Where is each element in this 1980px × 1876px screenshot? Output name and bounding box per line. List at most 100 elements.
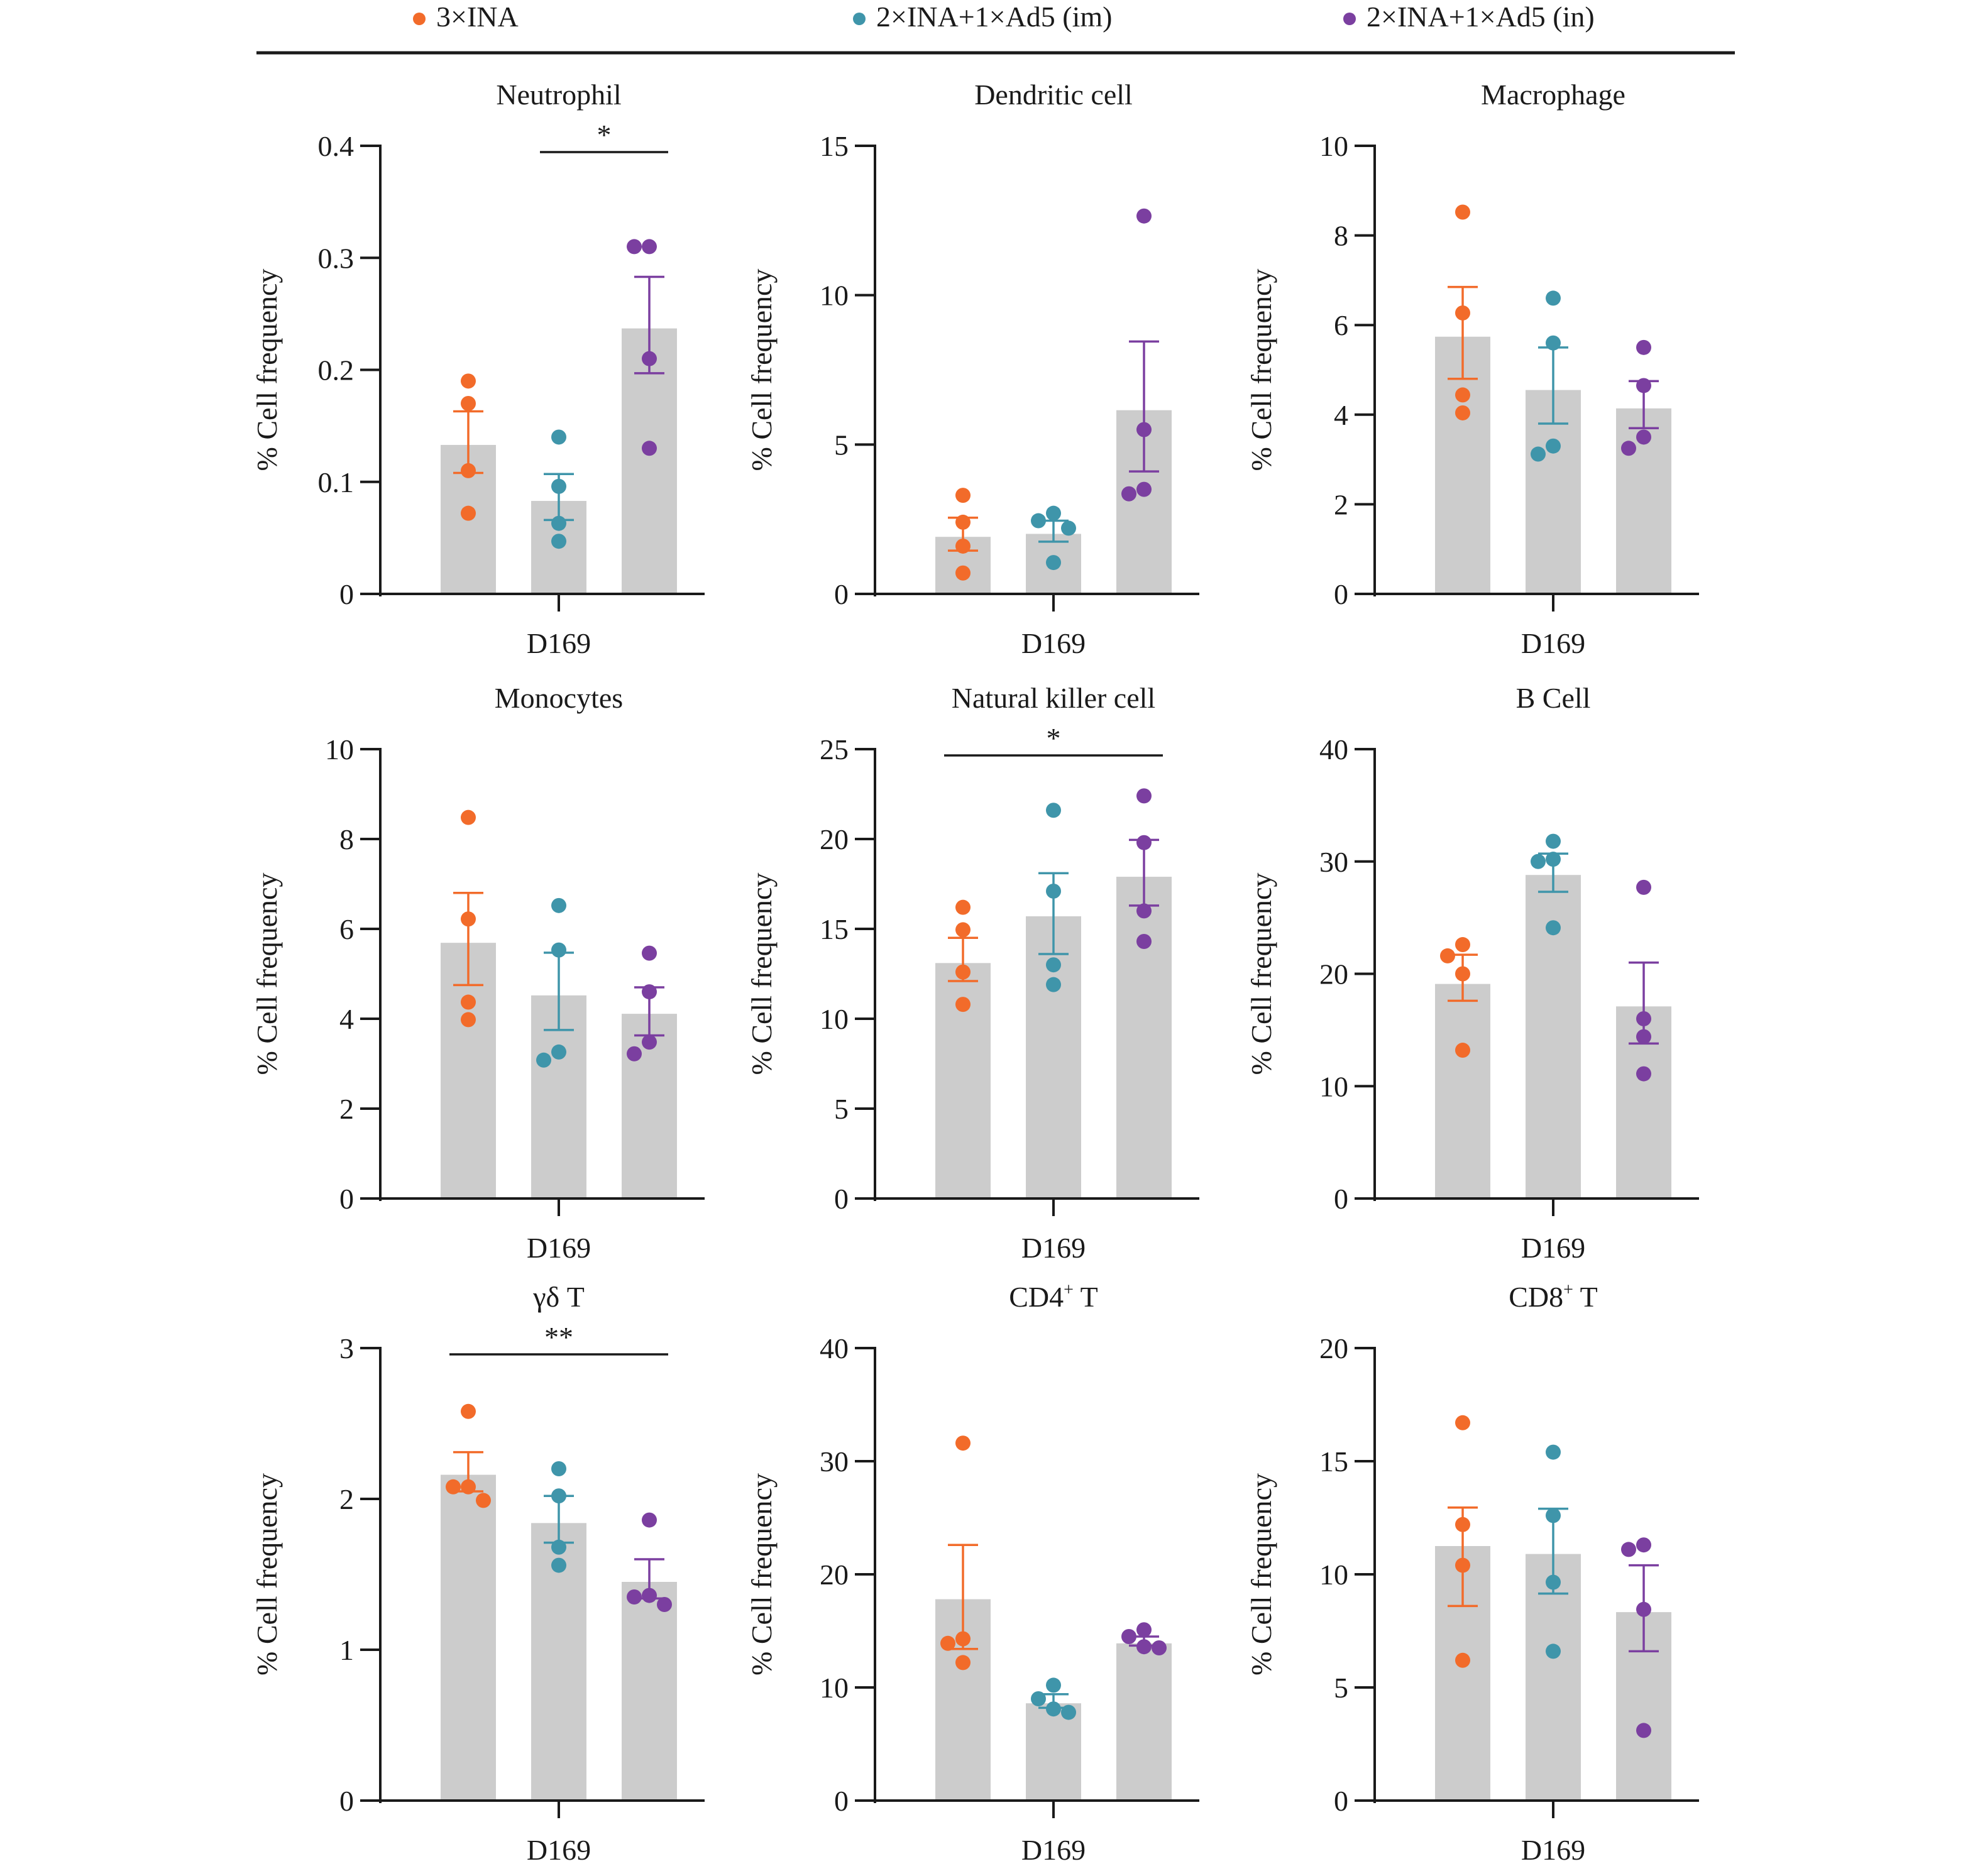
panel-title-main: CD4 [1009,1281,1064,1313]
data-point-3-ina [940,1635,955,1651]
panel-title-main: Natural killer cell [952,682,1155,714]
panel-monocytes: Monocytes 0 2 4 6 8 10 % Cell frequency D169 [251,682,705,1264]
y-tick-label: 0 [1334,1183,1348,1215]
data-point-2-ina-1-ad5-in [1621,441,1636,456]
legend-item-im: 2×INA+1×Ad5 (im) [853,1,1113,33]
y-tick-label: 6 [1334,309,1348,341]
data-point-2-ina-1-ad5-im [1046,555,1061,571]
y-tick-label: 5 [1334,1672,1348,1704]
y-tick-label: 2 [339,1093,354,1125]
data-point-3-ina [461,373,476,389]
data-point-3-ina [1455,937,1470,953]
data-point-2-ina-1-ad5-im [1031,1691,1046,1706]
panel-b-cell: B Cell 0 10 20 30 40 % Cell frequency D169 [1245,682,1699,1264]
panel-title-main: Dendritic cell [974,79,1133,111]
legend-marker-im [853,13,866,25]
y-tick-label: 0.4 [318,130,355,162]
y-tick-label: 20 [820,1559,849,1591]
y-tick-label: 30 [820,1445,849,1478]
panel-title-main: Neutrophil [496,79,621,111]
panel-title: CD4+ T [1009,1280,1097,1313]
data-point-2-ina-1-ad5-in [1636,879,1651,895]
data-point-3-ina [955,964,971,980]
data-point-2-ina-1-ad5-im [1546,852,1561,867]
y-tick-label: 15 [1319,1445,1348,1478]
y-axis-label: % Cell frequency [251,1473,283,1676]
data-point-2-ina-1-ad5-im [551,1488,566,1504]
data-point-2-ina-1-ad5-in [627,1589,642,1604]
bar-2-ina-1-ad5-in [1116,1643,1172,1801]
y-tick-label: 10 [325,733,354,765]
data-point-3-ina [1455,1557,1470,1573]
y-tick-label: 0 [1334,1785,1348,1817]
data-point-3-ina [955,565,971,581]
x-axis-label: D169 [1021,627,1086,659]
data-point-2-ina-1-ad5-im [551,1461,566,1476]
y-tick-label: 40 [1319,733,1348,765]
data-point-3-ina [1455,387,1470,403]
data-point-2-ina-1-ad5-in [1636,1066,1651,1082]
data-point-3-ina [955,514,971,530]
data-point-2-ina-1-ad5-in [1136,903,1152,919]
panel-title-main: B Cell [1516,682,1591,714]
data-point-2-ina-1-ad5-im [1061,1704,1076,1720]
data-point-2-ina-1-ad5-in [1136,835,1152,850]
y-tick-label: 5 [834,1093,849,1125]
panel-title: Natural killer cell [952,682,1155,714]
data-point-2-ina-1-ad5-im [551,478,566,494]
y-tick-label: 30 [1319,846,1348,878]
x-axis-label: D169 [1521,627,1585,659]
bar-2-ina-1-ad5-im [1026,1703,1081,1801]
data-point-2-ina-1-ad5-im [1546,1643,1561,1659]
y-tick-label: 1 [339,1634,354,1666]
data-point-2-ina-1-ad5-in [642,1512,657,1528]
data-point-2-ina-1-ad5-im [536,1052,551,1068]
data-point-3-ina [1455,1043,1470,1058]
y-tick-label: 6 [339,913,354,945]
y-tick-label: 8 [339,823,354,855]
data-point-3-ina [955,997,971,1012]
y-axis-label: % Cell frequency [251,269,283,471]
y-tick-label: 15 [820,913,849,945]
panel-t: γδ T 0 1 2 3 % Cell frequency D169 ** [251,1281,705,1866]
data-point-2-ina-1-ad5-in [1121,1629,1136,1644]
y-tick-label: 4 [1334,399,1348,431]
panel-title-main: Monocytes [495,682,623,714]
data-point-2-ina-1-ad5-in [642,1588,657,1603]
data-point-2-ina-1-ad5-in [1136,481,1152,497]
data-point-2-ina-1-ad5-im [1031,513,1046,529]
panel-title: Dendritic cell [974,79,1133,111]
legend-label-in: 2×INA+1×Ad5 (in) [1367,1,1595,33]
data-point-2-ina-1-ad5-im [551,515,566,531]
data-point-2-ina-1-ad5-im [1546,1508,1561,1523]
data-point-2-ina-1-ad5-in [1136,788,1152,804]
data-point-2-ina-1-ad5-in [627,239,642,255]
data-point-2-ina-1-ad5-im [551,1539,566,1555]
y-axis-label: % Cell frequency [1245,269,1277,471]
y-tick-label: 10 [820,1003,849,1035]
data-point-3-ina [461,809,476,825]
data-point-2-ina-1-ad5-in [1136,934,1152,950]
data-point-2-ina-1-ad5-in [1152,1640,1167,1655]
error-bar-2-ina-1-ad5-in [1129,340,1159,473]
data-point-3-ina [955,538,971,554]
data-point-2-ina-1-ad5-im [551,429,566,445]
panel-title-main: γδ T [532,1281,585,1313]
legend-item-3xina: 3×INA [413,1,519,33]
data-point-3-ina [461,1479,476,1495]
data-point-2-ina-1-ad5-in [1136,208,1152,224]
data-point-2-ina-1-ad5-in [642,945,657,961]
data-point-2-ina-1-ad5-in [1636,1537,1651,1553]
data-point-2-ina-1-ad5-im [1046,1677,1061,1693]
y-tick-label: 20 [1319,958,1348,990]
x-axis-label: D169 [1021,1834,1086,1866]
significance-label: ** [544,1321,573,1353]
data-point-3-ina [1455,204,1470,220]
data-point-2-ina-1-ad5-in [1136,422,1152,437]
y-axis-label: % Cell frequency [745,1473,778,1676]
data-point-3-ina [476,1493,491,1508]
x-axis-label: D169 [527,1834,591,1866]
y-tick-label: 0 [339,1785,354,1817]
data-point-2-ina-1-ad5-im [1546,1574,1561,1590]
